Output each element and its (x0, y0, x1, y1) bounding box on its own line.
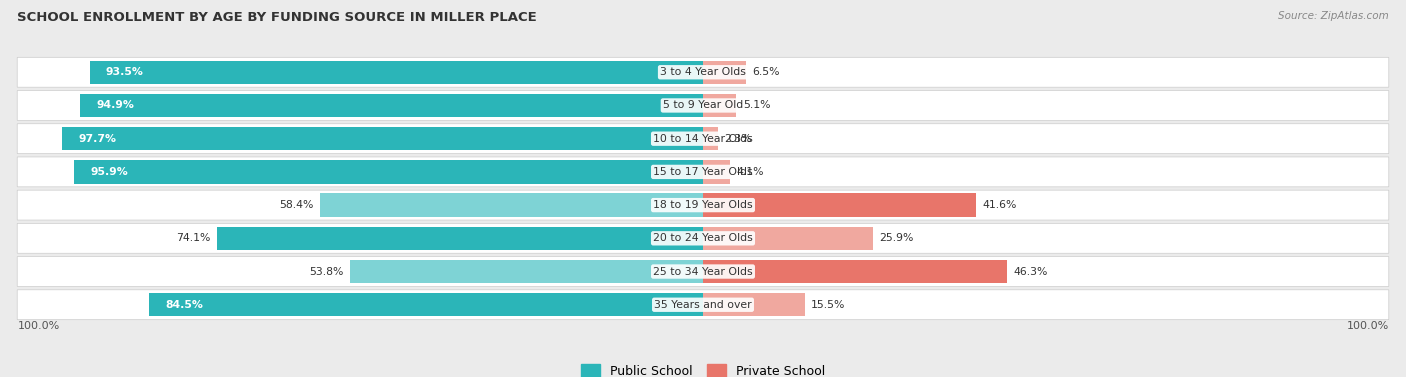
Text: 84.5%: 84.5% (165, 300, 202, 310)
Text: 25 to 34 Year Olds: 25 to 34 Year Olds (654, 267, 752, 277)
Bar (62, 127, 703, 150)
Text: 95.9%: 95.9% (90, 167, 128, 177)
Bar (703, 94, 737, 117)
Text: 58.4%: 58.4% (278, 200, 314, 210)
Text: 15 to 17 Year Olds: 15 to 17 Year Olds (654, 167, 752, 177)
Text: SCHOOL ENROLLMENT BY AGE BY FUNDING SOURCE IN MILLER PLACE: SCHOOL ENROLLMENT BY AGE BY FUNDING SOUR… (17, 11, 537, 24)
FancyBboxPatch shape (17, 124, 1389, 153)
FancyBboxPatch shape (17, 223, 1389, 253)
FancyBboxPatch shape (17, 90, 1389, 120)
Text: 100.0%: 100.0% (17, 321, 59, 331)
Text: 46.3%: 46.3% (1014, 267, 1047, 277)
Bar (703, 160, 730, 184)
Bar (350, 260, 703, 283)
Text: 18 to 19 Year Olds: 18 to 19 Year Olds (654, 200, 752, 210)
Text: 25.9%: 25.9% (880, 233, 914, 243)
Text: 2.3%: 2.3% (724, 134, 752, 144)
Bar (703, 260, 1007, 283)
Text: 10 to 14 Year Olds: 10 to 14 Year Olds (654, 134, 752, 144)
Bar (80, 94, 703, 117)
Bar (703, 61, 745, 84)
Bar (217, 227, 703, 250)
Bar (703, 127, 718, 150)
Text: 5.1%: 5.1% (742, 100, 770, 110)
Bar (90, 61, 703, 84)
Text: 15.5%: 15.5% (811, 300, 845, 310)
Text: 35 Years and over: 35 Years and over (654, 300, 752, 310)
Bar (149, 293, 703, 316)
Bar (319, 193, 703, 217)
Text: 74.1%: 74.1% (176, 233, 211, 243)
Text: 41.6%: 41.6% (983, 200, 1017, 210)
Text: 93.5%: 93.5% (105, 67, 143, 77)
FancyBboxPatch shape (17, 57, 1389, 87)
Bar (73, 160, 703, 184)
Legend: Public School, Private School: Public School, Private School (576, 360, 830, 377)
Text: 94.9%: 94.9% (97, 100, 135, 110)
Text: 5 to 9 Year Old: 5 to 9 Year Old (662, 100, 744, 110)
Bar (703, 227, 873, 250)
Text: 53.8%: 53.8% (309, 267, 343, 277)
Text: 6.5%: 6.5% (752, 67, 780, 77)
Text: 20 to 24 Year Olds: 20 to 24 Year Olds (654, 233, 752, 243)
Text: Source: ZipAtlas.com: Source: ZipAtlas.com (1278, 11, 1389, 21)
FancyBboxPatch shape (17, 257, 1389, 287)
FancyBboxPatch shape (17, 190, 1389, 220)
FancyBboxPatch shape (17, 157, 1389, 187)
Text: 100.0%: 100.0% (1347, 321, 1389, 331)
Bar (703, 193, 976, 217)
Text: 97.7%: 97.7% (79, 134, 117, 144)
Text: 4.1%: 4.1% (737, 167, 763, 177)
Bar (703, 293, 804, 316)
FancyBboxPatch shape (17, 290, 1389, 320)
Text: 3 to 4 Year Olds: 3 to 4 Year Olds (659, 67, 747, 77)
